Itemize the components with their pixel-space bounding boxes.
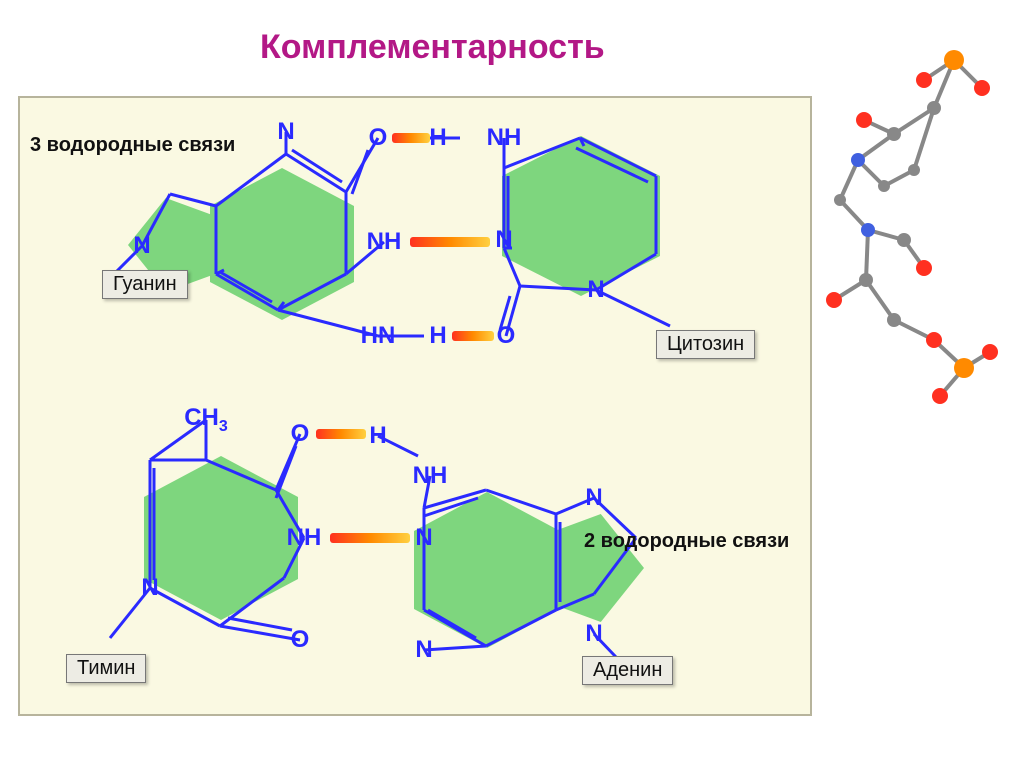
atom-a_n4: N: [585, 620, 602, 648]
thymine-six-ring: [144, 456, 298, 620]
hydrogen-bond: [330, 533, 410, 543]
atom-c_h: H: [429, 124, 446, 152]
atom-a_nh: NH: [413, 462, 448, 490]
atom-g_o: O: [369, 124, 388, 152]
thymine-label: Тимин: [66, 654, 146, 683]
atom-t_ch3: CH3: [184, 404, 228, 436]
atom-t_o2: O: [291, 626, 310, 654]
guanine-six-ring: [210, 168, 354, 320]
atom-g_n1: N: [133, 232, 150, 260]
atom-a_n3: N: [585, 484, 602, 512]
atom-g_h: H: [429, 322, 446, 350]
atom-t_nh: NH: [287, 524, 322, 552]
adenine-six-ring: [414, 492, 560, 648]
cytosine-six-ring: [502, 136, 660, 296]
atom-t_o1: O: [291, 420, 310, 448]
atom-t_h: H: [369, 422, 386, 450]
hydrogen-bond: [410, 237, 490, 247]
hydrogen-bond: [392, 133, 430, 143]
atom-c_n2: N: [587, 276, 604, 304]
atom-c_nh: NH: [487, 124, 522, 152]
guanine-label: Гуанин: [102, 270, 188, 299]
atom-g_nh1: NH: [367, 228, 402, 256]
cytosine-label: Цитозин: [656, 330, 755, 359]
hydrogen-bond: [316, 429, 366, 439]
atom-a_n1: N: [415, 524, 432, 552]
atom-g_hn: HN: [361, 322, 396, 350]
hydrogen-bond: [452, 331, 494, 341]
three-hbonds-label: 3 водородные связи: [30, 134, 235, 157]
atom-c_n1: N: [495, 226, 512, 254]
two-hbonds-label: 2 водородные связи: [584, 530, 789, 553]
atom-c_o: O: [497, 322, 516, 350]
adenine-label: Аденин: [582, 656, 673, 685]
atom-t_n: N: [141, 574, 158, 602]
dna-3d-molecule: [794, 40, 1024, 420]
atom-a_n2: N: [415, 636, 432, 664]
atom-g_n2: N: [277, 118, 294, 146]
diagram-panel: NNONHHNHHNHNONCH3OHNHNONHNNNN 3 водородн…: [18, 96, 812, 716]
bond-lines: [20, 98, 810, 714]
page-title: Комплементарность: [260, 28, 605, 67]
